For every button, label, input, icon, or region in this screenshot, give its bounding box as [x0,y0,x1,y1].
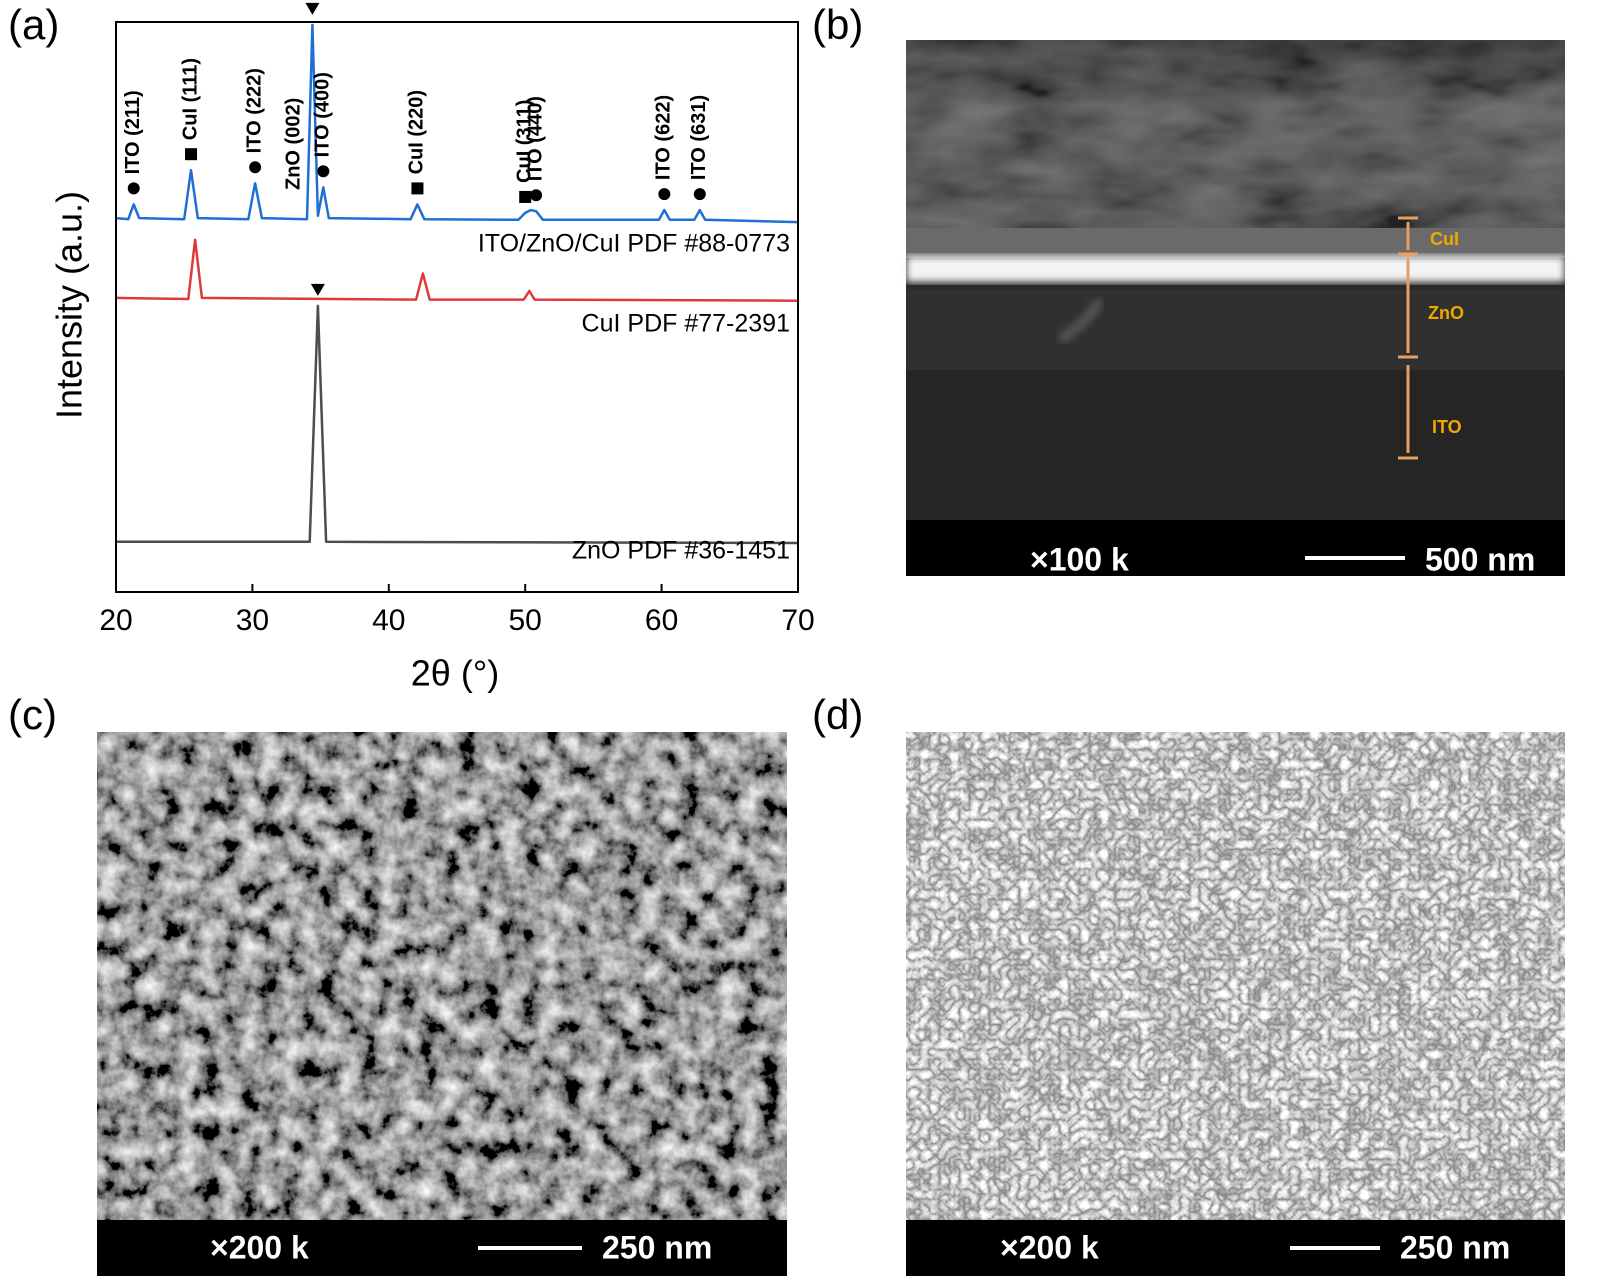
series-line [116,304,799,545]
scale-bar-label: 250 nm [1400,1229,1510,1265]
series-line [115,238,799,302]
sem-image-c: ×200 k 250 nm [97,732,787,1276]
peak-label: ITO (622) [653,95,675,180]
y-axis-label: Intensity (a.u.) [49,191,90,419]
layer-label: ZnO [1428,303,1464,323]
peak-marker [693,188,706,201]
series-label: CuI PDF #77-2391 [582,310,790,338]
x-axis-label: 2θ (°) [411,653,499,694]
series-label: ZnO PDF #36-1451 [572,537,790,565]
peak-marker [317,165,330,178]
peak-marker [530,189,543,202]
panel-label: (c) [8,691,57,738]
magnification: ×100 k [1030,541,1129,577]
peak-label: ITO (222) [243,68,265,153]
x-tick-label: 70 [781,604,814,637]
peak-marker [305,2,320,15]
peak-label: ZnO (002) [283,98,305,190]
x-tick-label: 50 [509,604,542,637]
peak-label: ITO (211) [122,90,144,174]
x-tick-label: 60 [645,604,678,637]
x-tick-label: 40 [372,604,405,637]
series-label: ITO/ZnO/CuI PDF #88-0773 [478,230,790,258]
peak-marker [310,283,325,296]
peak-marker [658,188,671,201]
sem-image-d: ×200 k 250 nm [906,732,1565,1276]
peak-label: ITO (440) [524,96,546,181]
peak-label: ITO (400) [312,72,334,157]
x-tick-label: 30 [236,604,269,637]
plot-frame [115,21,799,593]
scale-bar-label: 250 nm [602,1229,712,1265]
scale-bar-label: 500 nm [1425,541,1535,577]
peak-marker [249,161,262,174]
x-tick-label: 20 [99,604,132,637]
peak-marker [411,182,424,195]
peak-marker [127,182,140,195]
magnification: ×200 k [1000,1229,1099,1265]
sem-image-b: CuI ZnO ITO ×100 k 500 nm [906,40,1565,577]
peak-marker [519,190,532,203]
magnification: ×200 k [210,1229,309,1265]
peak-marker [185,148,198,161]
peak-label: CuI (111) [179,58,201,140]
panel-label: (b) [812,1,863,48]
peak-label: CuI (220) [406,90,428,174]
layer-label: ITO [1432,417,1462,437]
layer-label: CuI [1430,229,1459,249]
panel-label: (a) [8,1,59,48]
series-line [115,23,799,224]
peak-label: ITO (631) [688,95,710,180]
peak-label: CuI (311) [513,100,535,183]
panel-label: (d) [812,691,863,738]
